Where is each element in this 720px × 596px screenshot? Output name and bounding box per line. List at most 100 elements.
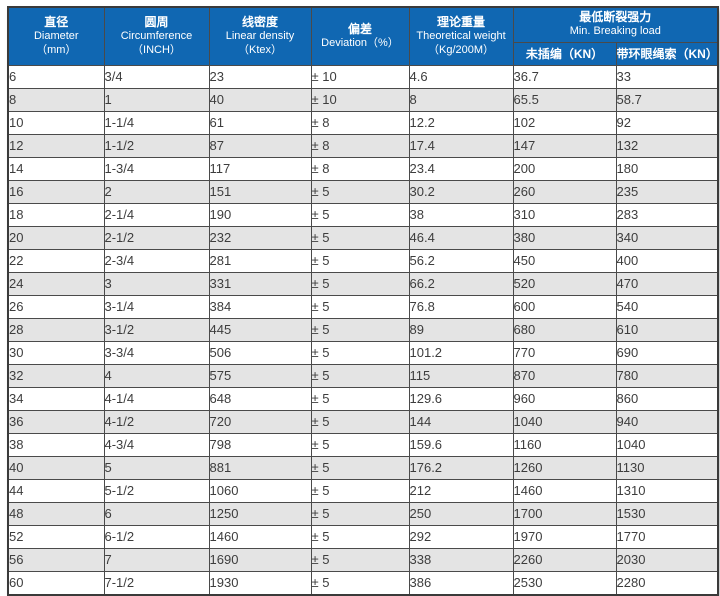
cell-breaking-load-eye: 132 bbox=[615, 133, 719, 158]
header-breaking-load-eye: 带环眼绳索（KN） bbox=[615, 41, 719, 66]
cell-linear-density: 798 bbox=[208, 432, 312, 457]
cell-diameter: 28 bbox=[7, 317, 105, 342]
table-row: 26 3-1/4 384 ± 5 76.8 600 540 bbox=[7, 294, 719, 319]
cell-theoretical-weight: 292 bbox=[408, 524, 514, 549]
cell-diameter: 48 bbox=[7, 501, 105, 526]
cell-circumference: 1 bbox=[103, 87, 210, 112]
cell-linear-density: 648 bbox=[208, 386, 312, 411]
table-header: 直径 Diameter （mm） 圆周 Circumference （INCH）… bbox=[7, 6, 719, 66]
cell-deviation: ± 5 bbox=[310, 386, 410, 411]
cell-circumference: 6 bbox=[103, 501, 210, 526]
table-row: 40 5 881 ± 5 176.2 1260 1130 bbox=[7, 455, 719, 480]
cell-circumference: 2-1/2 bbox=[103, 225, 210, 250]
cell-linear-density: 40 bbox=[208, 87, 312, 112]
cell-breaking-load-unspliced: 450 bbox=[512, 248, 617, 273]
cell-diameter: 44 bbox=[7, 478, 105, 503]
cell-linear-density: 1690 bbox=[208, 547, 312, 572]
header-diameter-unit: （mm） bbox=[36, 43, 77, 56]
cell-diameter: 26 bbox=[7, 294, 105, 319]
cell-deviation: ± 5 bbox=[310, 225, 410, 250]
header-deviation-zh: 偏差 bbox=[347, 21, 372, 36]
cell-theoretical-weight: 4.6 bbox=[408, 64, 514, 89]
cell-linear-density: 232 bbox=[208, 225, 312, 250]
rope-spec-table: 直径 Diameter （mm） 圆周 Circumference （INCH）… bbox=[7, 6, 720, 596]
cell-breaking-load-unspliced: 1260 bbox=[512, 455, 617, 480]
cell-breaking-load-eye: 860 bbox=[615, 386, 719, 411]
cell-theoretical-weight: 101.2 bbox=[408, 340, 514, 365]
cell-circumference: 5-1/2 bbox=[103, 478, 210, 503]
cell-circumference: 2-1/4 bbox=[103, 202, 210, 227]
cell-breaking-load-unspliced: 65.5 bbox=[512, 87, 617, 112]
header-linear-density-unit: （Ktex） bbox=[237, 43, 282, 56]
cell-deviation: ± 10 bbox=[310, 64, 410, 89]
table-row: 36 4-1/2 720 ± 5 144 1040 940 bbox=[7, 409, 719, 434]
cell-breaking-load-eye: 283 bbox=[615, 202, 719, 227]
cell-circumference: 2 bbox=[103, 179, 210, 204]
table-row: 8 1 40 ± 10 8 65.5 58.7 bbox=[7, 87, 719, 112]
cell-diameter: 34 bbox=[7, 386, 105, 411]
table-row: 28 3-1/2 445 ± 5 89 680 610 bbox=[7, 317, 719, 342]
cell-linear-density: 445 bbox=[208, 317, 312, 342]
cell-breaking-load-eye: 235 bbox=[615, 179, 719, 204]
table-row: 6 3/4 23 ± 10 4.6 36.7 33 bbox=[7, 64, 719, 89]
cell-diameter: 8 bbox=[7, 87, 105, 112]
cell-breaking-load-unspliced: 380 bbox=[512, 225, 617, 250]
cell-deviation: ± 8 bbox=[310, 133, 410, 158]
cell-breaking-load-eye: 1770 bbox=[615, 524, 719, 549]
cell-circumference: 3-1/4 bbox=[103, 294, 210, 319]
cell-diameter: 18 bbox=[7, 202, 105, 227]
cell-deviation: ± 8 bbox=[310, 110, 410, 135]
header-theoretical-weight-zh: 理论重量 bbox=[436, 15, 485, 29]
cell-breaking-load-eye: 1310 bbox=[615, 478, 719, 503]
cell-breaking-load-eye: 1040 bbox=[615, 432, 719, 457]
header-circumference-unit: （INCH） bbox=[132, 43, 181, 56]
cell-circumference: 1-1/4 bbox=[103, 110, 210, 135]
cell-breaking-load-eye: 2030 bbox=[615, 547, 719, 572]
header-theoretical-weight-unit: （Kg/200M） bbox=[427, 43, 495, 56]
cell-deviation: ± 5 bbox=[310, 455, 410, 480]
table-row: 32 4 575 ± 5 115 870 780 bbox=[7, 363, 719, 388]
cell-theoretical-weight: 76.8 bbox=[408, 294, 514, 319]
cell-breaking-load-unspliced: 1040 bbox=[512, 409, 617, 434]
cell-circumference: 3/4 bbox=[103, 64, 210, 89]
header-linear-density: 线密度 Linear density （Ktex） bbox=[208, 6, 312, 66]
header-breaking-load-zh: 最低断裂强力 bbox=[579, 10, 652, 25]
cell-diameter: 56 bbox=[7, 547, 105, 572]
header-theoretical-weight-en: Theoretical weight bbox=[416, 30, 506, 42]
cell-linear-density: 87 bbox=[208, 133, 312, 158]
cell-diameter: 52 bbox=[7, 524, 105, 549]
table-row: 10 1-1/4 61 ± 8 12.2 102 92 bbox=[7, 110, 719, 135]
cell-linear-density: 151 bbox=[208, 179, 312, 204]
cell-breaking-load-unspliced: 770 bbox=[512, 340, 617, 365]
cell-deviation: ± 5 bbox=[310, 317, 410, 342]
header-breaking-load-en: Min. Breaking load bbox=[569, 25, 661, 38]
cell-theoretical-weight: 23.4 bbox=[408, 156, 514, 181]
cell-breaking-load-eye: 340 bbox=[615, 225, 719, 250]
cell-linear-density: 1250 bbox=[208, 501, 312, 526]
header-breaking-load-unspliced-label: 未插编（KN） bbox=[525, 46, 604, 61]
cell-circumference: 4-3/4 bbox=[103, 432, 210, 457]
table-row: 22 2-3/4 281 ± 5 56.2 450 400 bbox=[7, 248, 719, 273]
cell-deviation: ± 5 bbox=[310, 202, 410, 227]
table-row: 14 1-3/4 117 ± 8 23.4 200 180 bbox=[7, 156, 719, 181]
cell-theoretical-weight: 12.2 bbox=[408, 110, 514, 135]
cell-deviation: ± 5 bbox=[310, 248, 410, 273]
cell-deviation: ± 5 bbox=[310, 478, 410, 503]
cell-circumference: 2-3/4 bbox=[103, 248, 210, 273]
cell-breaking-load-eye: 1130 bbox=[615, 455, 719, 480]
table-body: 6 3/4 23 ± 10 4.6 36.7 33 8 1 40 ± 10 8 65.5 58.7 10 1-… bbox=[7, 64, 719, 595]
cell-breaking-load-unspliced: 870 bbox=[512, 363, 617, 388]
table-row: 30 3-3/4 506 ± 5 101.2 770 690 bbox=[7, 340, 719, 365]
header-theoretical-weight: 理论重量 Theoretical weight （Kg/200M） bbox=[408, 6, 514, 66]
cell-circumference: 1-1/2 bbox=[103, 133, 210, 158]
cell-deviation: ± 5 bbox=[310, 363, 410, 388]
table-row: 56 7 1690 ± 5 338 2260 2030 bbox=[7, 547, 719, 572]
cell-theoretical-weight: 8 bbox=[408, 87, 514, 112]
cell-breaking-load-unspliced: 102 bbox=[512, 110, 617, 135]
header-diameter-zh: 直径 bbox=[44, 15, 69, 29]
cell-circumference: 3-3/4 bbox=[103, 340, 210, 365]
cell-linear-density: 117 bbox=[208, 156, 312, 181]
header-diameter-en: Diameter bbox=[33, 30, 79, 42]
cell-breaking-load-eye: 92 bbox=[615, 110, 719, 135]
table-row: 18 2-1/4 190 ± 5 38 310 283 bbox=[7, 202, 719, 227]
